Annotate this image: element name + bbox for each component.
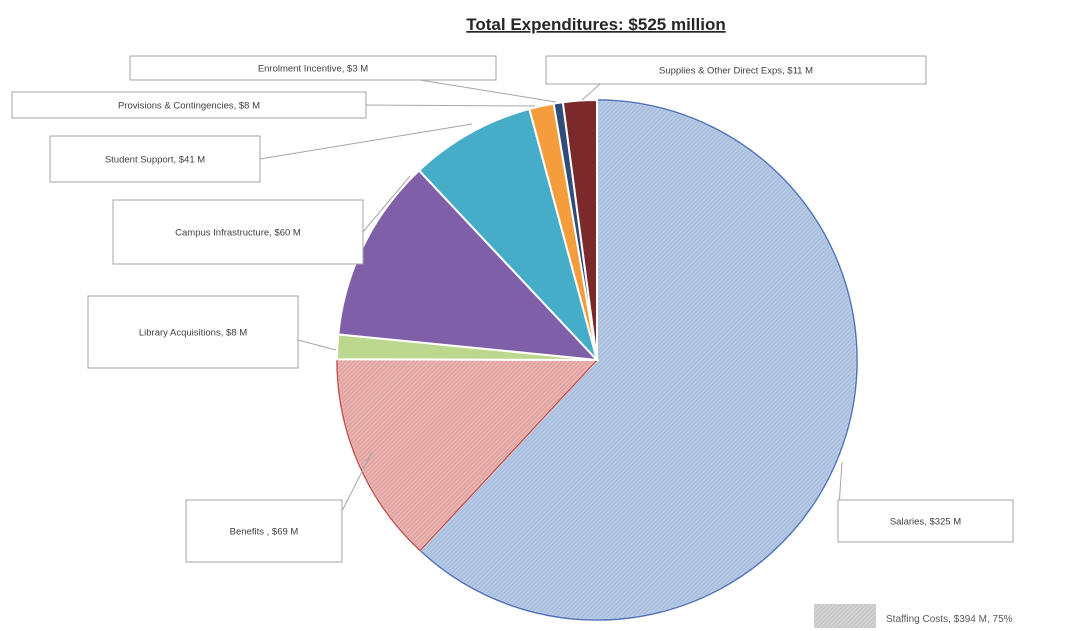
leader-line (581, 83, 601, 101)
slice-label: Provisions & Contingencies, $8 M (118, 101, 260, 112)
chart-title: Total Expenditures: $525 million (466, 15, 725, 34)
slice-label: Salaries, $325 M (890, 517, 961, 528)
legend: Staffing Costs, $394 M, 75% (814, 604, 1013, 628)
leader-line (341, 451, 373, 512)
leader-line (259, 123, 473, 160)
label-box (545, 55, 927, 85)
label-box (49, 135, 261, 183)
legend-swatch (814, 604, 876, 628)
pie-slices (335, 98, 858, 621)
slice-label: Campus Infrastructure, $60 M (175, 228, 301, 239)
leader-line (297, 339, 337, 351)
leader-line (365, 104, 536, 107)
pie-slice-hatch (419, 99, 858, 621)
slice-label: Library Acquisitions, $8 M (139, 328, 247, 339)
slice-labels: Salaries, $325 M Benefits , $69 M Library … (11, 55, 1014, 563)
slice-label: Enrolment Incentive, $3 M (258, 64, 368, 75)
pie-slice (561, 98, 598, 361)
label-box (837, 499, 1014, 543)
slice-label: Benefits , $69 M (230, 527, 299, 538)
legend-label: Staffing Costs, $394 M, 75% (886, 614, 1013, 625)
label-box (87, 295, 299, 369)
pie-slice (337, 169, 600, 362)
label-box (185, 499, 343, 563)
leader-line (419, 79, 557, 103)
slice-label: Supplies & Other Direct Exps, $11 M (659, 66, 813, 77)
label-box (11, 91, 367, 119)
label-box (129, 55, 497, 81)
pie-slice-hatch (336, 358, 599, 552)
leader-line (362, 175, 411, 233)
pie-slice (417, 107, 598, 361)
label-box (112, 199, 364, 265)
slice-label: Student Support, $41 M (105, 155, 205, 166)
